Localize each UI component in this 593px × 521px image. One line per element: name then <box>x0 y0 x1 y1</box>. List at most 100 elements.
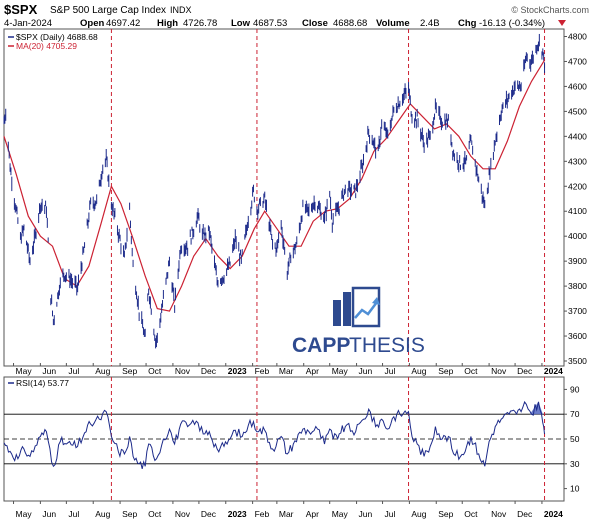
price-y-tick-label: 3700 <box>568 306 587 316</box>
x-tick-label: Feb <box>255 366 270 376</box>
x-tick-label: Apr <box>306 509 319 519</box>
header-date: 4-Jan-2024 <box>4 18 52 29</box>
rsi-y-axis: 10 30 50 70 90 <box>564 384 580 494</box>
low-label: Low <box>231 18 251 29</box>
price-y-tick-label: 4400 <box>568 131 587 141</box>
x-tick-label: Nov <box>175 509 191 519</box>
ma-legend-label: MA(20) 4705.29 <box>16 41 77 51</box>
x-tick-label: Sep <box>122 509 137 519</box>
symbol: $SPX <box>4 2 38 17</box>
price-y-axis: 3500 3600 3700 3800 3900 4000 4100 4200 4300 4400… <box>564 31 587 366</box>
x-tick-label: Dec <box>201 509 217 519</box>
x-tick-label: Jul <box>68 366 79 376</box>
x-tick-label: Oct <box>464 366 478 376</box>
x-tick-label: Nov <box>175 366 191 376</box>
close-value: 4688.68 <box>333 18 367 29</box>
x-tick-label: Jul <box>68 509 79 519</box>
x-tick-label: Dec <box>517 366 533 376</box>
price-legend: $SPX (Daily) 4688.68 MA(20) 4705.29 <box>8 32 98 51</box>
open-value: 4697.42 <box>106 18 140 29</box>
logo-bars-icon <box>333 286 381 328</box>
x-tick-label: Aug <box>411 509 426 519</box>
x-tick-label: Aug <box>411 366 426 376</box>
rsi-y-tick-label: 10 <box>570 484 580 494</box>
price-y-tick-label: 3800 <box>568 281 587 291</box>
rsi-y-tick-label: 50 <box>570 434 580 444</box>
price-y-tick-label: 4500 <box>568 106 587 116</box>
logo-text-bold: CAPP <box>292 334 350 357</box>
price-y-tick-label: 4000 <box>568 231 587 241</box>
x-tick-label: Jun <box>42 509 56 519</box>
price-y-tick-label: 3600 <box>568 331 587 341</box>
x-tick-label: Mar <box>279 509 294 519</box>
x-axis-mid: May Jun Jul Aug Sep Oct Nov Dec 2023 Feb Mar Apr May… <box>13 363 563 376</box>
price-y-tick-label: 4100 <box>568 206 587 216</box>
logo-text-light: THESIS <box>349 334 425 357</box>
x-tick-label: May <box>332 509 349 519</box>
x-tick-label: Nov <box>491 366 507 376</box>
high-value: 4726.78 <box>183 18 217 29</box>
rsi-y-tick-label: 70 <box>570 409 580 419</box>
x-tick-label: Oct <box>148 509 162 519</box>
x-tick-label: Apr <box>306 366 319 376</box>
price-layer <box>3 33 546 349</box>
x-tick-label: Aug <box>95 509 110 519</box>
x-tick-label: Sep <box>438 509 453 519</box>
chg-value: -16.13 (-0.34%) <box>479 18 545 29</box>
x-tick-label: Feb <box>255 509 270 519</box>
x-tick-label: Dec <box>517 509 533 519</box>
low-value: 4687.53 <box>253 18 287 29</box>
price-panel <box>3 28 565 367</box>
open-label: Open <box>80 18 104 29</box>
down-arrow-icon <box>558 20 566 26</box>
price-y-tick-label: 4300 <box>568 156 587 166</box>
x-tick-label: 2024 <box>544 509 563 519</box>
x-tick-label: 2024 <box>544 366 563 376</box>
x-tick-label: Oct <box>464 509 478 519</box>
price-y-tick-label: 3900 <box>568 256 587 266</box>
price-y-tick-label: 4200 <box>568 181 587 191</box>
x-tick-label: May <box>16 366 33 376</box>
ma-line <box>3 59 546 312</box>
price-y-tick-label: 4800 <box>568 31 587 41</box>
x-tick-label: Jun <box>42 366 56 376</box>
x-tick-label: 2023 <box>228 366 247 376</box>
rsi-legend: RSI(14) 53.77 <box>8 378 69 388</box>
x-tick-label: Sep <box>438 366 453 376</box>
x-tick-label: Oct <box>148 366 162 376</box>
volume-label: Volume <box>376 18 410 29</box>
source-credit: © StockCharts.com <box>511 5 589 15</box>
price-legend-label: $SPX (Daily) 4688.68 <box>16 32 98 42</box>
price-y-tick-label: 4700 <box>568 56 587 66</box>
x-tick-label: Jul <box>385 509 396 519</box>
x-tick-label: Nov <box>491 509 507 519</box>
rsi-y-tick-label: 30 <box>570 459 580 469</box>
x-tick-label: Jun <box>359 366 373 376</box>
price-y-tick-label: 3500 <box>568 356 587 366</box>
x-tick-label: Sep <box>122 366 137 376</box>
volume-value: 2.4B <box>420 18 440 29</box>
capp-thesis-logo: CAPP THESIS <box>292 286 425 357</box>
x-tick-label: Jul <box>385 366 396 376</box>
rsi-legend-label: RSI(14) 53.77 <box>16 378 69 388</box>
high-label: High <box>157 18 178 29</box>
x-axis-bottom: May Jun Jul Aug Sep Oct Nov Dec 2023 Feb Mar Apr May… <box>13 501 563 519</box>
exchange: INDX <box>170 5 192 15</box>
chg-label: Chg <box>458 18 477 29</box>
x-tick-label: May <box>332 366 349 376</box>
x-tick-label: Jun <box>359 509 373 519</box>
rsi-layer <box>3 400 545 470</box>
price-y-tick-label: 4600 <box>568 81 587 91</box>
x-tick-label: 2023 <box>228 509 247 519</box>
index-name: S&P 500 Large Cap Index <box>50 5 166 16</box>
rsi-line <box>3 400 545 470</box>
x-tick-label: Aug <box>95 366 110 376</box>
close-label: Close <box>302 18 328 29</box>
rsi-y-tick-label: 90 <box>570 384 580 394</box>
x-tick-label: May <box>16 509 33 519</box>
x-tick-label: Dec <box>201 366 217 376</box>
ma-layer <box>3 59 546 312</box>
x-tick-label: Mar <box>279 366 294 376</box>
